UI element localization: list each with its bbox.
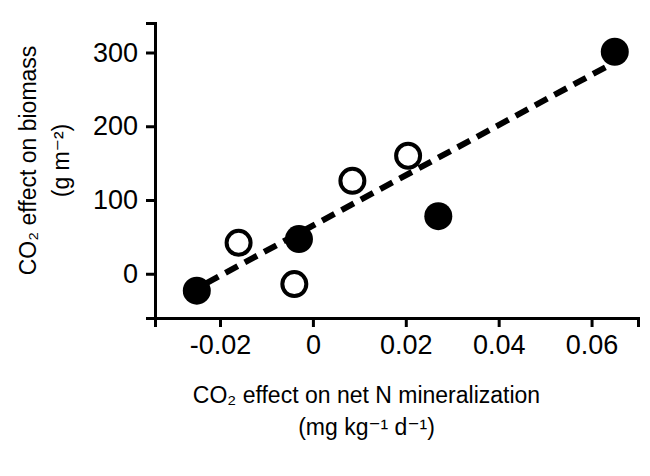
tick-mark (591, 318, 594, 327)
y-axis: 0 100 200 300 (93, 24, 156, 319)
axis-line (156, 319, 639, 328)
tick-mark (146, 125, 155, 128)
point (227, 231, 251, 255)
tick-mark (219, 318, 222, 327)
tick-label: 0 (123, 259, 138, 289)
tick: 100 (93, 185, 155, 215)
tick-mark (146, 52, 155, 55)
tick-label: 0 (306, 330, 321, 360)
tick: 0.06 (566, 318, 619, 360)
tick: 0.02 (380, 318, 433, 360)
y-axis-title: CO₂ effect on biomass (g m⁻²) (15, 46, 74, 276)
plot: -0.02 0 0.02 0.04 0.06 0 100 200 300 (93, 24, 639, 361)
x-axis-title: CO₂ effect on net N mineralization (mg kg… (193, 382, 540, 440)
tick-label: 0.02 (380, 330, 433, 360)
tick: 200 (93, 111, 155, 141)
tick-label: 0.04 (473, 330, 526, 360)
y-axis-title-line: (g m⁻²) (48, 124, 74, 197)
point (601, 38, 629, 66)
tick-mark (312, 318, 315, 327)
y-axis-title-line: CO₂ effect on biomass (15, 46, 41, 276)
point (282, 272, 306, 296)
tick: 0 (123, 259, 155, 289)
tick-mark (405, 318, 408, 327)
point (396, 144, 420, 168)
x-axis-title-line: (mg kg⁻¹ d⁻¹) (298, 414, 435, 440)
tick-label: 200 (93, 111, 138, 141)
tick-mark (146, 199, 155, 202)
tick-label: 100 (93, 185, 138, 215)
tick-label: 300 (93, 38, 138, 68)
x-axis: -0.02 0 0.02 0.04 0.06 (156, 318, 639, 360)
point (424, 202, 452, 230)
tick: 0.04 (473, 318, 526, 360)
tick-mark (498, 318, 501, 327)
trend-line (206, 67, 605, 283)
tick-label: 0.06 (566, 330, 619, 360)
tick: -0.02 (190, 318, 252, 360)
x-axis-title-line: CO₂ effect on net N mineralization (193, 382, 540, 408)
tick-mark (146, 273, 155, 276)
chart: -0.02 0 0.02 0.04 0.06 0 100 200 300 CO₂ effect o… (0, 0, 650, 476)
axis-line (146, 24, 156, 319)
tick: 0 (306, 318, 321, 360)
marks (183, 38, 629, 305)
tick-label: -0.02 (190, 330, 252, 360)
tick: 300 (93, 38, 155, 68)
point (340, 169, 364, 193)
